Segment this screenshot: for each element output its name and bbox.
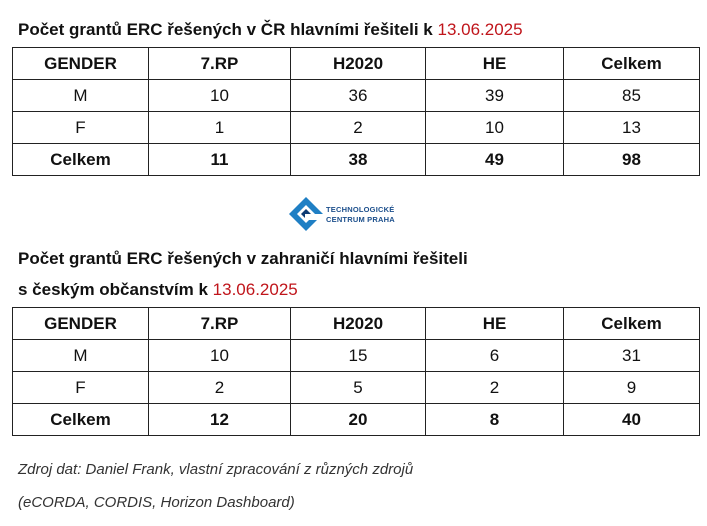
title-text: Počet grantů ERC řešených v ČR hlavními …: [18, 20, 438, 39]
data-row: M 10 36 39 85: [12, 79, 700, 112]
data-row: M 10 15 6 31: [12, 339, 700, 372]
header-cell: H2020: [290, 307, 426, 340]
cell: 20: [290, 403, 426, 436]
header-cell: GENDER: [12, 307, 149, 340]
cell: 49: [425, 143, 564, 176]
header-cell: HE: [425, 307, 564, 340]
row-label: Celkem: [12, 403, 149, 436]
cell: 31: [563, 339, 700, 372]
cell: 40: [563, 403, 700, 436]
source-note: Zdroj dat: Daniel Frank, vlastní zpracov…: [18, 461, 414, 478]
cell: 5: [290, 371, 426, 404]
table-title: Počet grantů ERC řešených v ČR hlavními …: [18, 20, 523, 40]
data-row: F 1 2 10 13: [12, 111, 700, 144]
header-cell: 7.RP: [148, 307, 291, 340]
cell: 85: [563, 79, 700, 112]
cell: 11: [148, 143, 291, 176]
row-label: M: [12, 339, 149, 372]
row-label: M: [12, 79, 149, 112]
title-date: 13.06.2025: [212, 280, 298, 299]
row-label: Celkem: [12, 143, 149, 176]
cell: 38: [290, 143, 426, 176]
table: GENDER 7.RP H2020 HE Celkem M 10 15 6 31 F 2 5 2 9 Celk…: [12, 307, 700, 436]
cell: 10: [148, 339, 291, 372]
header-cell: 7.RP: [148, 47, 291, 80]
row-label: F: [12, 111, 149, 144]
logo-text: CENTRUM PRAHA: [326, 215, 395, 224]
cell: 13: [563, 111, 700, 144]
cell: 2: [148, 371, 291, 404]
table-title: s českým občanstvím k 13.06.2025: [18, 280, 298, 300]
header-cell: HE: [425, 47, 564, 80]
cell: 15: [290, 339, 426, 372]
header-cell: Celkem: [563, 47, 700, 80]
header-cell: Celkem: [563, 307, 700, 340]
cell: 36: [290, 79, 426, 112]
cell: 2: [425, 371, 564, 404]
cell: 9: [563, 371, 700, 404]
header-cell: GENDER: [12, 47, 149, 80]
cell: 12: [148, 403, 291, 436]
cell: 1: [148, 111, 291, 144]
cell: 39: [425, 79, 564, 112]
title-date: 13.06.2025: [437, 20, 523, 39]
table: GENDER 7.RP H2020 HE Celkem M 10 36 39 85 F 1 2 10 13 C…: [12, 47, 700, 176]
logo-text: TECHNOLOGICKÉ: [326, 205, 395, 214]
cell: 6: [425, 339, 564, 372]
header-row: GENDER 7.RP H2020 HE Celkem: [12, 307, 700, 340]
table-title: Počet grantů ERC řešených v zahraničí hl…: [18, 249, 468, 268]
total-row: Celkem 12 20 8 40: [12, 403, 700, 436]
logo-icon: [289, 197, 324, 231]
title-text: s českým občanstvím k: [18, 280, 213, 299]
total-row: Celkem 11 38 49 98: [12, 143, 700, 176]
cell: 10: [148, 79, 291, 112]
header-row: GENDER 7.RP H2020 HE Celkem: [12, 47, 700, 80]
header-cell: H2020: [290, 47, 426, 80]
cell: 8: [425, 403, 564, 436]
cell: 2: [290, 111, 426, 144]
cell: 10: [425, 111, 564, 144]
source-note: (eCORDA, CORDIS, Horizon Dashboard): [18, 494, 295, 511]
logo: TECHNOLOGICKÉ CENTRUM PRAHA: [288, 196, 418, 232]
row-label: F: [12, 371, 149, 404]
cell: 98: [563, 143, 700, 176]
